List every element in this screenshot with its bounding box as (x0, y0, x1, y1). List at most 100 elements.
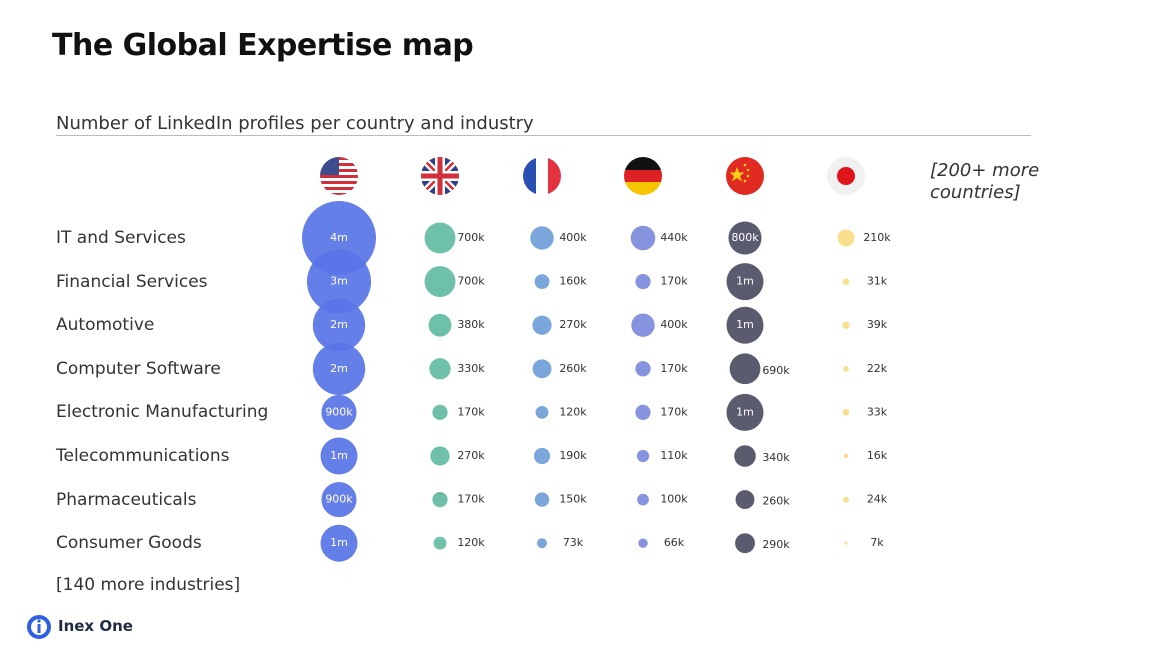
bubble (843, 453, 849, 459)
value-label: 73k (563, 536, 584, 549)
value-label: 120k (457, 536, 485, 549)
value-label: 66k (664, 536, 685, 549)
bubble (532, 315, 552, 335)
value-label: 260k (559, 362, 587, 375)
value-label: 260k (762, 495, 790, 508)
category-label: Pharmaceuticals (56, 489, 197, 510)
value-label: 210k (863, 231, 891, 244)
bubble (843, 496, 849, 503)
bubble (842, 278, 850, 285)
value-label: 3m (330, 275, 348, 288)
value-label: 170k (457, 405, 485, 418)
bubble (734, 445, 756, 467)
flag-france (523, 157, 561, 195)
bubble (424, 222, 456, 254)
category-label: Electronic Manufacturing (56, 402, 269, 423)
bubble (638, 538, 648, 548)
value-label: 400k (660, 318, 688, 331)
value-label: 170k (660, 362, 688, 375)
value-label: 190k (559, 449, 587, 462)
value-label: 2m (330, 318, 348, 331)
bubble (432, 404, 448, 421)
bubble (729, 353, 761, 385)
value-label: 290k (762, 538, 790, 551)
brand-logo (27, 615, 51, 639)
value-label: 33k (867, 405, 888, 418)
value-label: 900k (325, 493, 353, 506)
value-label: 690k (762, 364, 790, 377)
flag-china (726, 157, 764, 195)
value-label: 270k (559, 318, 587, 331)
value-label: 700k (457, 275, 485, 288)
value-label: 270k (457, 449, 485, 462)
value-label: 22k (867, 362, 888, 375)
value-label: 380k (457, 318, 485, 331)
bubble (735, 490, 755, 510)
category-label: IT and Services (56, 228, 186, 248)
bubble (312, 299, 366, 352)
bubble (842, 409, 850, 416)
value-label: 170k (660, 405, 688, 418)
value-label: 170k (660, 275, 688, 288)
bubble (535, 405, 549, 419)
value-label: 1m (736, 318, 754, 331)
value-label: 1m (330, 449, 348, 462)
bubble (312, 342, 366, 395)
divider (56, 135, 1031, 136)
bubble (430, 446, 450, 466)
title: The Global Expertise map (52, 28, 474, 63)
value-label: 4m (330, 231, 348, 244)
bubble (631, 313, 655, 337)
bubble (321, 482, 357, 518)
bubble (726, 306, 764, 344)
bubble (534, 492, 550, 507)
value-label: 7k (870, 536, 884, 549)
bubble (533, 447, 551, 465)
category-label: Financial Services (56, 271, 208, 292)
bubble (842, 321, 850, 329)
bubble (726, 393, 764, 431)
value-label: 440k (660, 231, 688, 244)
value-label: 16k (867, 449, 888, 462)
value-label: 31k (867, 275, 888, 288)
flag-uk (421, 157, 459, 195)
bubble (843, 366, 849, 372)
value-label: 900k (325, 405, 353, 418)
bubble (320, 524, 358, 562)
bubble (424, 266, 456, 298)
bubble (320, 437, 358, 475)
bubble (837, 229, 855, 247)
bubble (636, 449, 650, 463)
value-label: 120k (559, 405, 587, 418)
value-label: 800k (731, 231, 759, 244)
category-label: Telecommunications (56, 446, 230, 466)
bubble (630, 225, 656, 251)
bubble (530, 226, 554, 250)
value-label: 24k (867, 493, 888, 506)
bubble (432, 491, 448, 508)
value-label: 100k (660, 493, 688, 506)
value-label: 1m (736, 405, 754, 418)
more-countries: [200+ more countries] (930, 160, 1040, 203)
category-label: Computer Software (56, 358, 221, 379)
bubble (537, 538, 547, 549)
value-label: 1m (330, 536, 348, 549)
bubble (726, 263, 764, 301)
value-label: 400k (559, 231, 587, 244)
bubble (728, 221, 762, 255)
flag-us (320, 157, 358, 195)
value-label: 700k (457, 231, 485, 244)
value-label: 2m (330, 362, 348, 375)
bubble (635, 273, 651, 290)
value-label: 110k (660, 449, 688, 462)
bubble (429, 358, 451, 380)
bubble (306, 249, 372, 314)
bubble (844, 541, 848, 545)
bubble (534, 274, 550, 289)
bubble (428, 313, 452, 337)
value-label: 170k (457, 493, 485, 506)
category-label: Automotive (56, 315, 155, 336)
value-label: 330k (457, 362, 485, 375)
